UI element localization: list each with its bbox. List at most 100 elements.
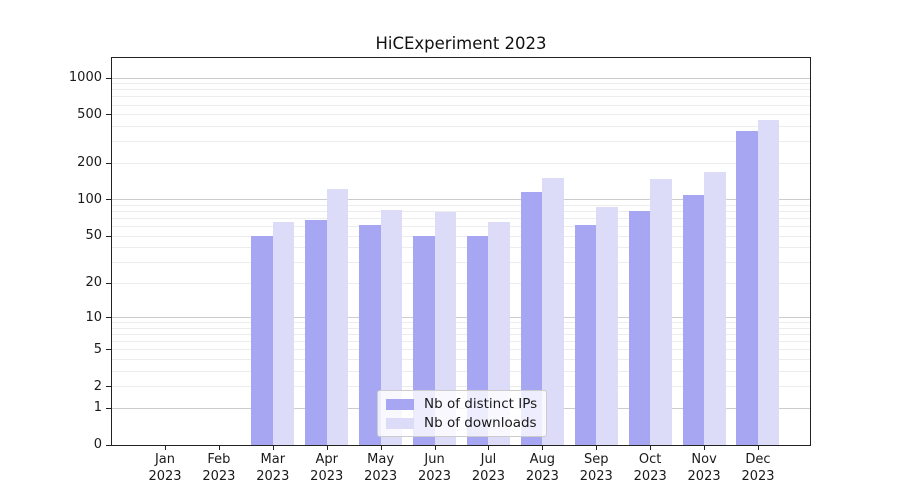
x-tick-label-dec-2023: Dec 2023 (726, 452, 790, 485)
y-tick-mark-10 (106, 317, 111, 319)
gridline-minor (112, 226, 810, 228)
bar-nb-of-distinct-ips-mar (251, 236, 273, 445)
legend-label-nb-of-distinct-ips: Nb of distinct IPs (424, 396, 538, 412)
bar-nb-of-downloads-aug (542, 178, 564, 445)
y-tick-label-10: 10 (85, 309, 102, 325)
x-tick-label-jun-2023: Jun 2023 (403, 452, 467, 485)
x-tick-year: 2023 (364, 468, 398, 484)
gridline-minor (112, 322, 810, 324)
bar-nb-of-downloads-oct (650, 179, 672, 445)
y-tick-label-50: 50 (85, 228, 102, 244)
legend-swatch-nb-of-distinct-ips (386, 398, 414, 410)
bar-nb-of-distinct-ips-sep (574, 224, 597, 445)
y-tick-mark-200 (106, 162, 111, 164)
x-tick-label-mar-2023: Mar 2023 (241, 452, 305, 485)
x-tick-label-sep-2023: Sep 2023 (564, 452, 628, 485)
y-tick-mark-500 (106, 114, 111, 116)
gridline-minor (112, 162, 810, 164)
x-tick-year: 2023 (310, 468, 344, 484)
x-tick-month: Dec (745, 452, 771, 467)
x-tick-label-nov-2023: Nov 2023 (672, 452, 736, 485)
x-tick-label-feb-2023: Feb 2023 (187, 452, 251, 485)
y-tick-label-200: 200 (77, 155, 102, 171)
gridline-minor (112, 96, 810, 98)
x-tick-year: 2023 (633, 468, 667, 484)
x-tick-year: 2023 (256, 468, 290, 484)
gridline-minor (112, 218, 810, 220)
x-tick-month: Apr (315, 452, 338, 467)
x-tick-label-aug-2023: Aug 2023 (510, 452, 574, 485)
bar-nb-of-downloads-mar (272, 222, 295, 445)
x-tick-mark-dec (757, 446, 759, 450)
y-tick-mark-50 (106, 235, 111, 237)
gridline-minor (112, 327, 810, 329)
y-tick-label-500: 500 (77, 106, 102, 122)
legend-label-nb-of-downloads: Nb of downloads (424, 415, 537, 431)
x-tick-label-apr-2023: Apr 2023 (295, 452, 359, 485)
gridline-minor (112, 114, 810, 116)
x-tick-month: Jan (154, 452, 176, 467)
bar-nb-of-distinct-ips-nov (682, 194, 705, 445)
gridline-minor (112, 104, 810, 106)
x-tick-mark-jul (488, 446, 490, 450)
gridline-minor (112, 334, 810, 336)
gridline-minor (112, 386, 810, 388)
x-tick-year: 2023 (417, 468, 452, 484)
gridline-minor (112, 126, 810, 128)
x-tick-mark-may (380, 446, 382, 450)
y-tick-mark-20 (106, 282, 111, 284)
gridline-minor (112, 349, 810, 351)
x-tick-year: 2023 (148, 468, 182, 484)
x-tick-mark-sep (596, 446, 598, 450)
x-tick-year: 2023 (741, 468, 775, 484)
bar-nb-of-distinct-ips-oct (628, 210, 651, 445)
gridline-minor (112, 235, 810, 237)
x-tick-year: 2023 (525, 468, 559, 484)
bar-nb-of-distinct-ips-dec (736, 130, 758, 445)
bar-nb-of-distinct-ips-may (359, 224, 381, 445)
x-tick-year: 2023 (687, 468, 721, 484)
gridline-minor (112, 211, 810, 213)
x-tick-month: Feb (207, 452, 231, 467)
bar-nb-of-downloads-jul (488, 222, 510, 445)
x-tick-year: 2023 (579, 468, 613, 484)
x-tick-year: 2023 (202, 468, 236, 484)
y-tick-label-100: 100 (77, 191, 102, 207)
y-tick-mark-5 (106, 349, 111, 351)
bar-nb-of-downloads-dec (757, 120, 780, 445)
chart-title: HiCExperiment 2023 (375, 34, 547, 53)
bar-nb-of-distinct-ips-aug (520, 192, 543, 445)
x-tick-month: Nov (691, 452, 717, 467)
y-tick-label-1: 1 (93, 400, 102, 416)
legend-item-nb-of-downloads: Nb of downloads (386, 415, 537, 431)
x-tick-year: 2023 (471, 468, 505, 484)
legend-item-nb-of-distinct-ips: Nb of distinct IPs (386, 396, 537, 412)
gridline-minor (112, 141, 810, 143)
x-tick-month: Oct (638, 452, 662, 467)
x-tick-mark-mar (272, 446, 274, 450)
bar-nb-of-downloads-jun (434, 212, 457, 445)
x-tick-mark-feb (218, 446, 220, 450)
y-tick-label-5: 5 (93, 341, 102, 357)
gridline-major (112, 317, 810, 319)
gridline-minor (112, 247, 810, 249)
gridline-minor (112, 341, 810, 343)
gridline-minor (112, 359, 810, 360)
gridline-minor (112, 204, 810, 206)
y-tick-label-1000: 1000 (68, 70, 102, 85)
gridline-minor (112, 282, 810, 284)
y-tick-label-20: 20 (85, 275, 102, 291)
x-tick-label-jan-2023: Jan 2023 (133, 452, 197, 485)
x-tick-month: Jun (424, 452, 445, 467)
bar-nb-of-downloads-nov (704, 172, 726, 445)
bar-nb-of-downloads-sep (596, 207, 618, 445)
y-tick-mark-2 (106, 386, 111, 388)
gridline-minor (112, 370, 810, 372)
x-tick-month: Jul (480, 452, 497, 467)
y-tick-mark-100 (106, 199, 111, 201)
x-tick-label-oct-2023: Oct 2023 (618, 452, 682, 485)
y-tick-mark-1000 (106, 77, 111, 79)
x-tick-mark-aug (542, 446, 544, 450)
y-tick-label-2: 2 (93, 378, 102, 394)
